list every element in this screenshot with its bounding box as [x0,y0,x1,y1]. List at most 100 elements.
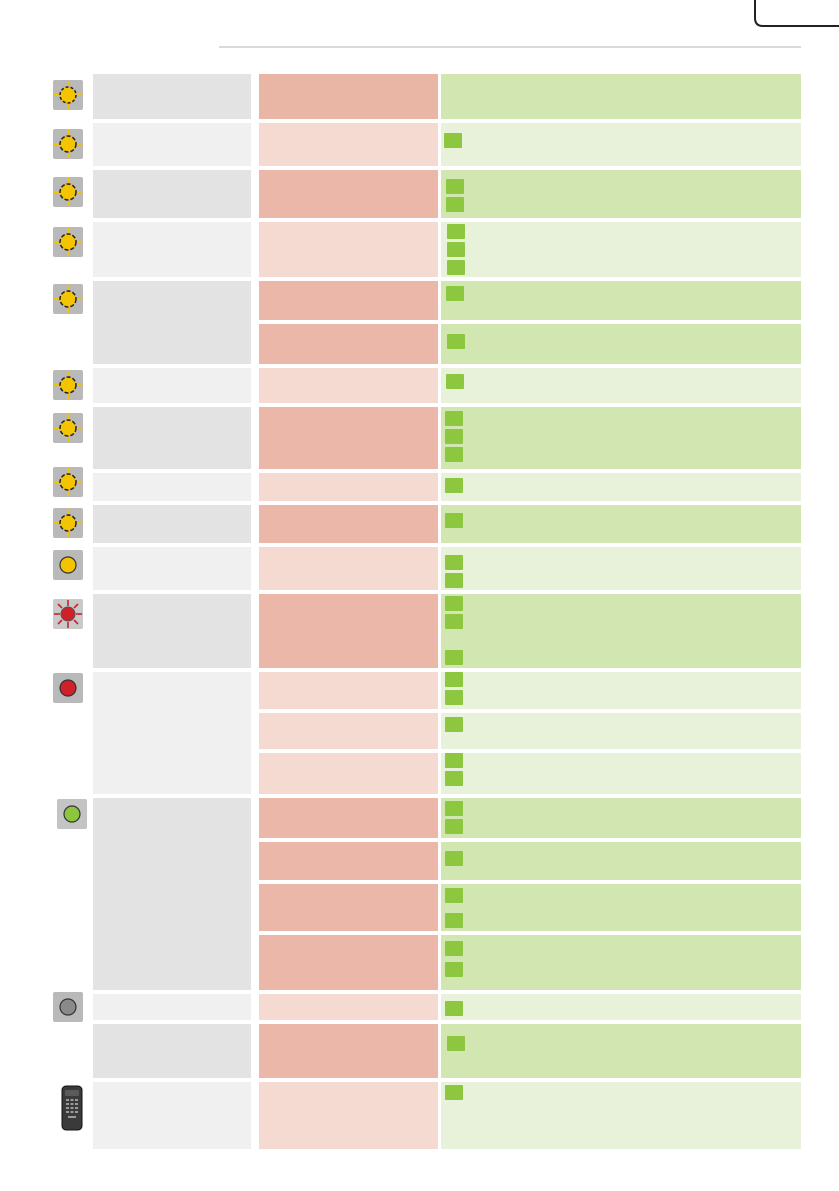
lamp-blinking-yellow-icon [53,508,83,538]
step-marker [447,334,465,349]
step-marker [445,555,463,570]
solution-cell [441,672,801,709]
solution-cell [441,842,801,880]
solution-cell [441,935,801,990]
solution-cell [441,368,801,403]
cause-cell [259,368,438,403]
solution-cell [441,473,801,501]
step-marker [444,133,462,148]
cause-cell [259,884,438,931]
cause-cell [259,1082,438,1149]
status-cell [93,123,251,166]
cause-cell [259,407,438,469]
step-marker [447,224,465,239]
step-marker [445,753,463,768]
step-marker [445,429,463,444]
solution-cell [441,407,801,469]
cause-cell [259,505,438,543]
step-marker [445,650,463,665]
cause-cell [259,281,438,320]
cause-cell [259,842,438,880]
lamp-blinking-red-icon [53,599,83,629]
status-cell [93,547,251,590]
step-marker [445,513,463,528]
solution-cell [441,884,801,931]
solution-cell [441,1024,801,1078]
lamp-blinking-yellow-icon [53,413,83,443]
cause-cell [259,798,438,838]
cause-cell [259,753,438,794]
cause-cell [259,547,438,590]
lamp-off-icon [53,992,83,1022]
lamp-steady-yellow-icon [53,550,83,580]
solution-cell [441,1082,801,1149]
lamp-blinking-yellow-icon [53,129,83,159]
status-cell [93,222,251,277]
status-cell [93,1082,251,1149]
cause-cell [259,170,438,218]
step-marker [445,819,463,834]
step-marker [445,447,463,462]
cause-cell [259,594,438,668]
lamp-blinking-yellow-icon [53,177,83,207]
solution-cell [441,753,801,794]
solution-cell [441,713,801,749]
status-cell [93,994,251,1020]
step-marker [445,1001,463,1016]
remote-control-icon [60,1085,90,1131]
solution-cell [441,798,801,838]
lamp-blinking-yellow-icon [53,284,83,314]
status-cell [93,672,251,794]
step-marker [445,672,463,687]
status-cell [93,281,251,364]
lamp-blinking-yellow-icon [53,227,83,257]
step-marker [445,1085,463,1100]
step-marker [447,242,465,257]
lamp-steady-red-icon [53,673,83,703]
header-cause-cell [259,74,438,119]
step-marker [446,179,464,194]
header-solution-cell [441,74,801,119]
solution-cell [441,170,801,218]
cause-cell [259,324,438,364]
step-marker [445,596,463,611]
status-cell [93,1024,251,1078]
step-marker [446,374,464,389]
step-marker [445,690,463,705]
solution-cell [441,281,801,320]
status-cell [93,798,251,990]
solution-cell [441,123,801,166]
solution-cell [441,994,801,1020]
header-rule [219,46,801,48]
cause-cell [259,123,438,166]
status-cell [93,368,251,403]
step-marker [446,197,464,212]
cause-cell [259,935,438,990]
cause-cell [259,994,438,1020]
step-marker [445,941,463,956]
cause-cell [259,672,438,709]
status-cell [93,594,251,668]
lamp-blinking-dashed-icon [53,80,83,110]
solution-cell [441,594,801,668]
step-marker [447,1036,465,1051]
step-marker [445,851,463,866]
status-cell [93,170,251,218]
status-cell [93,407,251,469]
step-marker [445,913,463,928]
status-cell [93,505,251,543]
solution-cell [441,324,801,364]
solution-cell [441,505,801,543]
header-status-cell [93,74,251,119]
step-marker [445,717,463,732]
lamp-steady-green-icon [57,799,87,829]
crop-marks [754,0,839,27]
step-marker [446,286,464,301]
step-marker [445,478,463,493]
cause-cell [259,1024,438,1078]
solution-cell [441,222,801,277]
step-marker [445,411,463,426]
step-marker [445,614,463,629]
solution-cell [441,547,801,590]
